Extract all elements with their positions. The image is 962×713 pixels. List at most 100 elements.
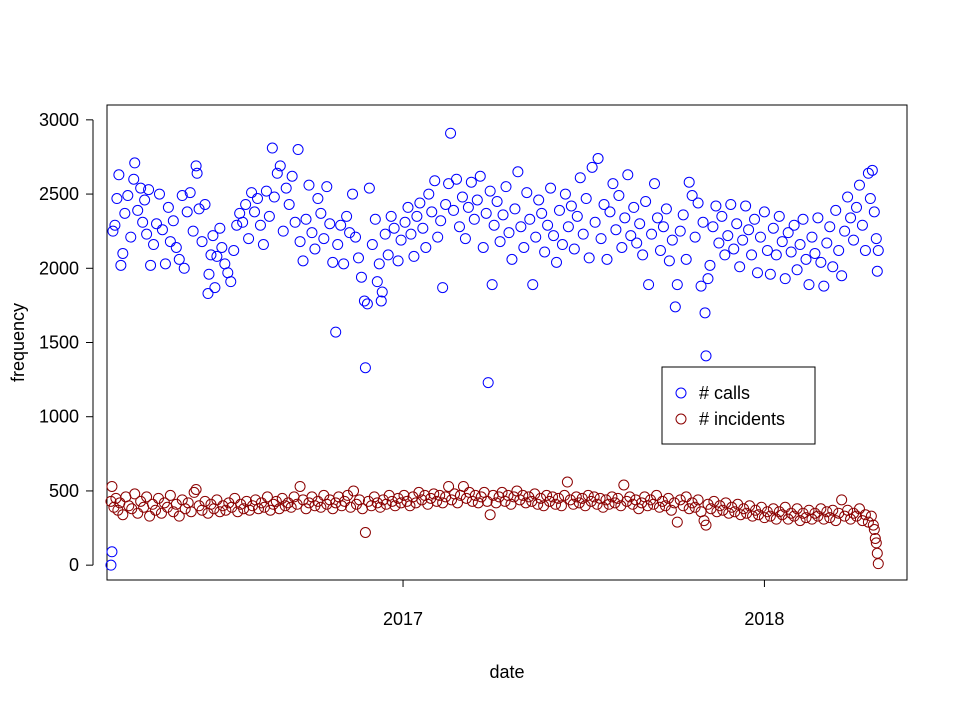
data-point xyxy=(567,498,579,510)
data-point xyxy=(389,500,401,512)
data-point xyxy=(330,326,342,338)
data-point xyxy=(167,215,179,227)
data-point xyxy=(264,504,276,516)
data-point xyxy=(827,261,839,273)
data-point xyxy=(474,170,486,182)
data-point xyxy=(274,160,286,172)
data-point xyxy=(674,494,686,506)
legend-box xyxy=(661,366,816,445)
data-point xyxy=(369,213,381,225)
data-point xyxy=(300,213,312,225)
data-point xyxy=(754,231,766,243)
data-point xyxy=(830,515,842,527)
data-point xyxy=(366,239,378,251)
data-point xyxy=(791,264,803,276)
data-point xyxy=(374,501,386,513)
data-point xyxy=(150,504,162,516)
data-point xyxy=(603,498,615,510)
data-point xyxy=(839,225,851,237)
data-point xyxy=(512,166,524,178)
data-point xyxy=(657,221,669,233)
data-point xyxy=(699,307,711,319)
data-point xyxy=(871,547,883,559)
data-point xyxy=(853,503,865,515)
data-point xyxy=(533,194,545,206)
data-point xyxy=(122,190,134,202)
data-point xyxy=(547,491,559,503)
data-point xyxy=(767,222,779,234)
data-point xyxy=(402,201,414,213)
data-point xyxy=(209,282,221,294)
data-point xyxy=(315,501,327,513)
data-point xyxy=(692,494,704,506)
data-point xyxy=(680,253,692,265)
data-point xyxy=(737,234,749,246)
data-point xyxy=(462,201,474,213)
data-point xyxy=(574,172,586,184)
data-point xyxy=(508,491,520,503)
data-point xyxy=(437,282,449,294)
data-point xyxy=(622,169,634,181)
data-point xyxy=(484,509,496,521)
data-point xyxy=(806,513,818,525)
data-point xyxy=(597,501,609,513)
data-point xyxy=(420,242,432,253)
data-point xyxy=(553,204,565,216)
data-point xyxy=(555,500,567,512)
data-point xyxy=(117,247,129,259)
data-point xyxy=(246,187,258,199)
data-point xyxy=(646,228,658,240)
data-point xyxy=(468,213,480,225)
data-point xyxy=(660,203,672,215)
data-point xyxy=(270,495,282,507)
data-point xyxy=(471,194,483,206)
data-point xyxy=(509,203,521,215)
data-point xyxy=(872,244,884,256)
data-point xyxy=(794,515,806,527)
data-point xyxy=(827,504,839,516)
data-point xyxy=(735,509,747,521)
data-point xyxy=(589,216,601,228)
data-point xyxy=(686,190,698,202)
data-point xyxy=(818,513,830,525)
data-point xyxy=(164,489,176,501)
data-point xyxy=(610,224,622,236)
data-point xyxy=(214,222,226,234)
data-point xyxy=(373,258,385,270)
data-point xyxy=(856,515,868,527)
data-point xyxy=(821,237,833,249)
data-point xyxy=(363,182,375,194)
data-point xyxy=(115,259,127,271)
data-point xyxy=(283,198,295,210)
data-point xyxy=(490,497,502,509)
data-point xyxy=(147,498,159,510)
data-point xyxy=(211,250,223,262)
data-point xyxy=(355,271,367,283)
data-point xyxy=(286,170,298,182)
data-point xyxy=(665,504,677,516)
data-point xyxy=(797,213,809,225)
data-point xyxy=(782,513,794,525)
data-point xyxy=(488,219,500,231)
data-point xyxy=(562,221,574,233)
data-point xyxy=(375,295,387,307)
data-point xyxy=(616,242,628,253)
data-point xyxy=(350,231,362,243)
data-point xyxy=(456,191,468,203)
data-point xyxy=(503,227,515,239)
data-point xyxy=(695,280,707,292)
data-point xyxy=(591,498,603,510)
data-point xyxy=(613,190,625,202)
data-point xyxy=(119,207,131,219)
data-point xyxy=(376,286,388,298)
data-point xyxy=(607,178,619,190)
data-point xyxy=(618,479,630,491)
data-point xyxy=(132,204,144,216)
data-point xyxy=(371,276,383,288)
data-point xyxy=(361,298,373,310)
data-point xyxy=(499,495,511,507)
data-point xyxy=(132,507,144,519)
data-point xyxy=(484,185,496,197)
data-point xyxy=(812,212,824,224)
